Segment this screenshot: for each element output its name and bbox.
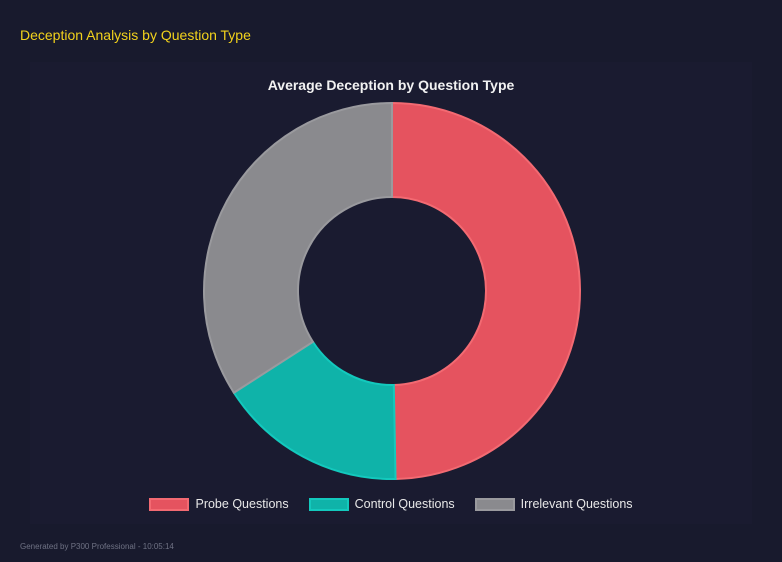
legend-swatch — [149, 497, 190, 511]
footer-text: Generated by P300 Professional - 10:05:1… — [20, 542, 174, 551]
slice-irrelevant-questions[interactable] — [203, 101, 393, 395]
legend-swatch — [474, 497, 515, 511]
chart-title: Average Deception by Question Type — [267, 77, 515, 93]
legend-item-control[interactable]: Control Questions — [308, 497, 455, 511]
legend-label: Irrelevant Questions — [520, 497, 633, 511]
slice-probe-questions[interactable] — [391, 101, 582, 480]
page-header: Deception Analysis by Question Type — [20, 27, 251, 43]
legend-label: Control Questions — [354, 497, 455, 511]
legend-label: Probe Questions — [195, 497, 289, 511]
slice-control-questions[interactable] — [232, 340, 397, 480]
legend-item-probe[interactable]: Probe Questions — [149, 497, 289, 511]
legend: Probe Questions Control Questions Irrele… — [0, 497, 782, 511]
legend-swatch — [308, 497, 349, 511]
legend-item-irrelevant[interactable]: Irrelevant Questions — [474, 497, 633, 511]
